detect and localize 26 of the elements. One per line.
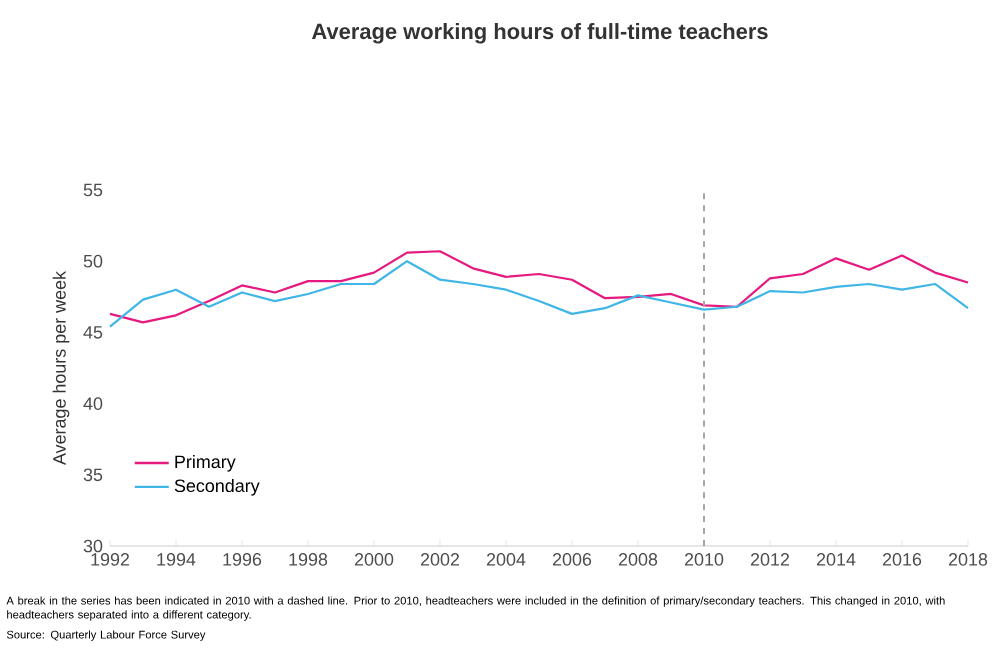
x-tick-label: 1998 [289, 553, 328, 566]
y-axis-title: Average hours per week [52, 270, 70, 465]
legend-label: Secondary [174, 478, 260, 496]
y-tick-label: 50 [83, 254, 103, 268]
x-tick-label: 2006 [552, 553, 592, 566]
y-tick-label: 40 [83, 397, 103, 410]
x-tick-label: 2002 [420, 553, 460, 566]
line-series [108, 260, 970, 328]
x-tick-label: 2000 [354, 553, 394, 566]
y-tick-label: 55 [83, 183, 103, 197]
line-series [108, 250, 970, 324]
chart-title: Average working hours of full-time teachers [311, 23, 768, 44]
x-tick-label: 1992 [91, 553, 130, 566]
y-tick-label: 45 [83, 326, 103, 339]
x-tick-label: 2018 [948, 553, 988, 566]
x-tick-label: 2012 [750, 553, 790, 566]
y-tick-label: 30 [83, 539, 103, 553]
x-tick-label: 2010 [684, 553, 724, 566]
x-tick-label: 2008 [618, 553, 658, 566]
x-tick-label: 2014 [816, 553, 856, 566]
x-tick-label: 2016 [882, 553, 922, 566]
x-tick-label: 2004 [486, 553, 526, 566]
y-tick-label: 35 [83, 468, 103, 482]
x-tick-label: 1996 [223, 553, 262, 566]
x-tick-label: 1994 [157, 553, 196, 566]
legend-label: Primary [175, 454, 236, 472]
